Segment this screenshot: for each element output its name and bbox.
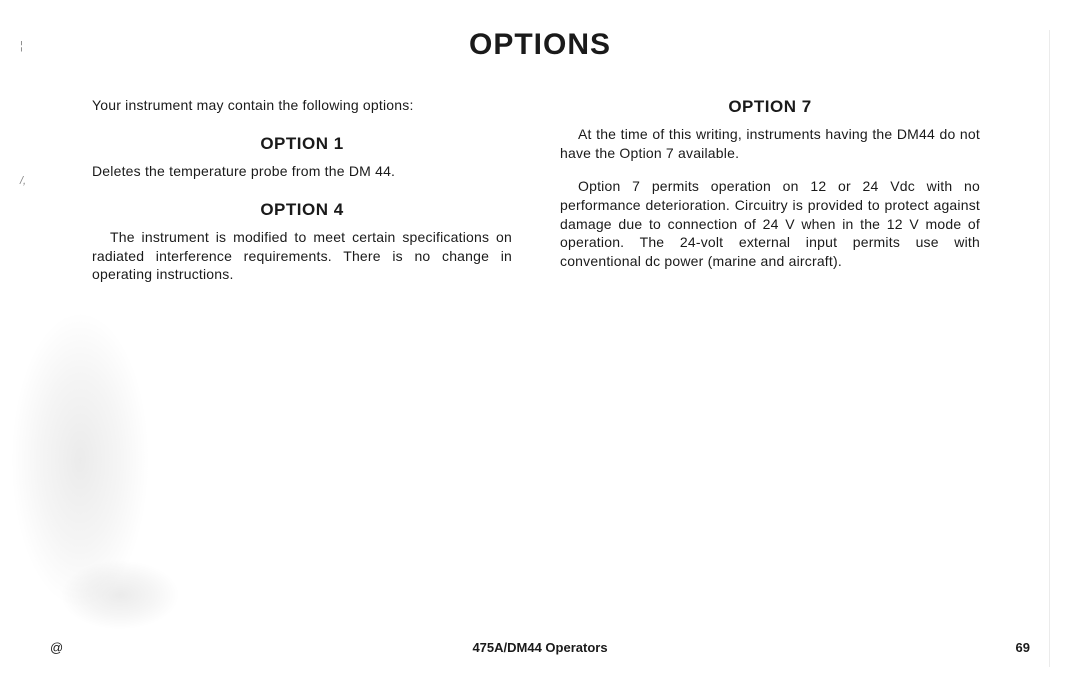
right-column: OPTION 7 At the time of this writing, in… <box>556 96 1030 284</box>
scan-mark: /, <box>20 175 26 187</box>
intro-text: Your instrument may contain the followin… <box>92 96 512 115</box>
option1-heading: OPTION 1 <box>92 133 512 156</box>
option1-text: Deletes the temperature probe from the D… <box>92 162 512 181</box>
scan-edge-line <box>1049 30 1050 667</box>
scan-smudge <box>10 310 150 610</box>
option7-para2: Option 7 permits operation on 12 or 24 V… <box>560 177 980 271</box>
option7-para1: At the time of this writing, instruments… <box>560 125 980 163</box>
two-column-layout: Your instrument may contain the followin… <box>50 96 1030 284</box>
option4-heading: OPTION 4 <box>92 199 512 222</box>
scan-mark: ¦ <box>20 40 23 52</box>
page-title: OPTIONS <box>50 28 1030 62</box>
scan-smudge <box>60 560 180 630</box>
page-footer: @ 475A/DM44 Operators 69 <box>50 640 1030 655</box>
manual-page: OPTIONS Your instrument may contain the … <box>0 0 1080 697</box>
footer-manual-title: 475A/DM44 Operators <box>50 640 1030 655</box>
option7-heading: OPTION 7 <box>560 96 980 119</box>
left-column: Your instrument may contain the followin… <box>50 96 516 284</box>
option4-text: The instrument is modified to meet certa… <box>92 228 512 285</box>
